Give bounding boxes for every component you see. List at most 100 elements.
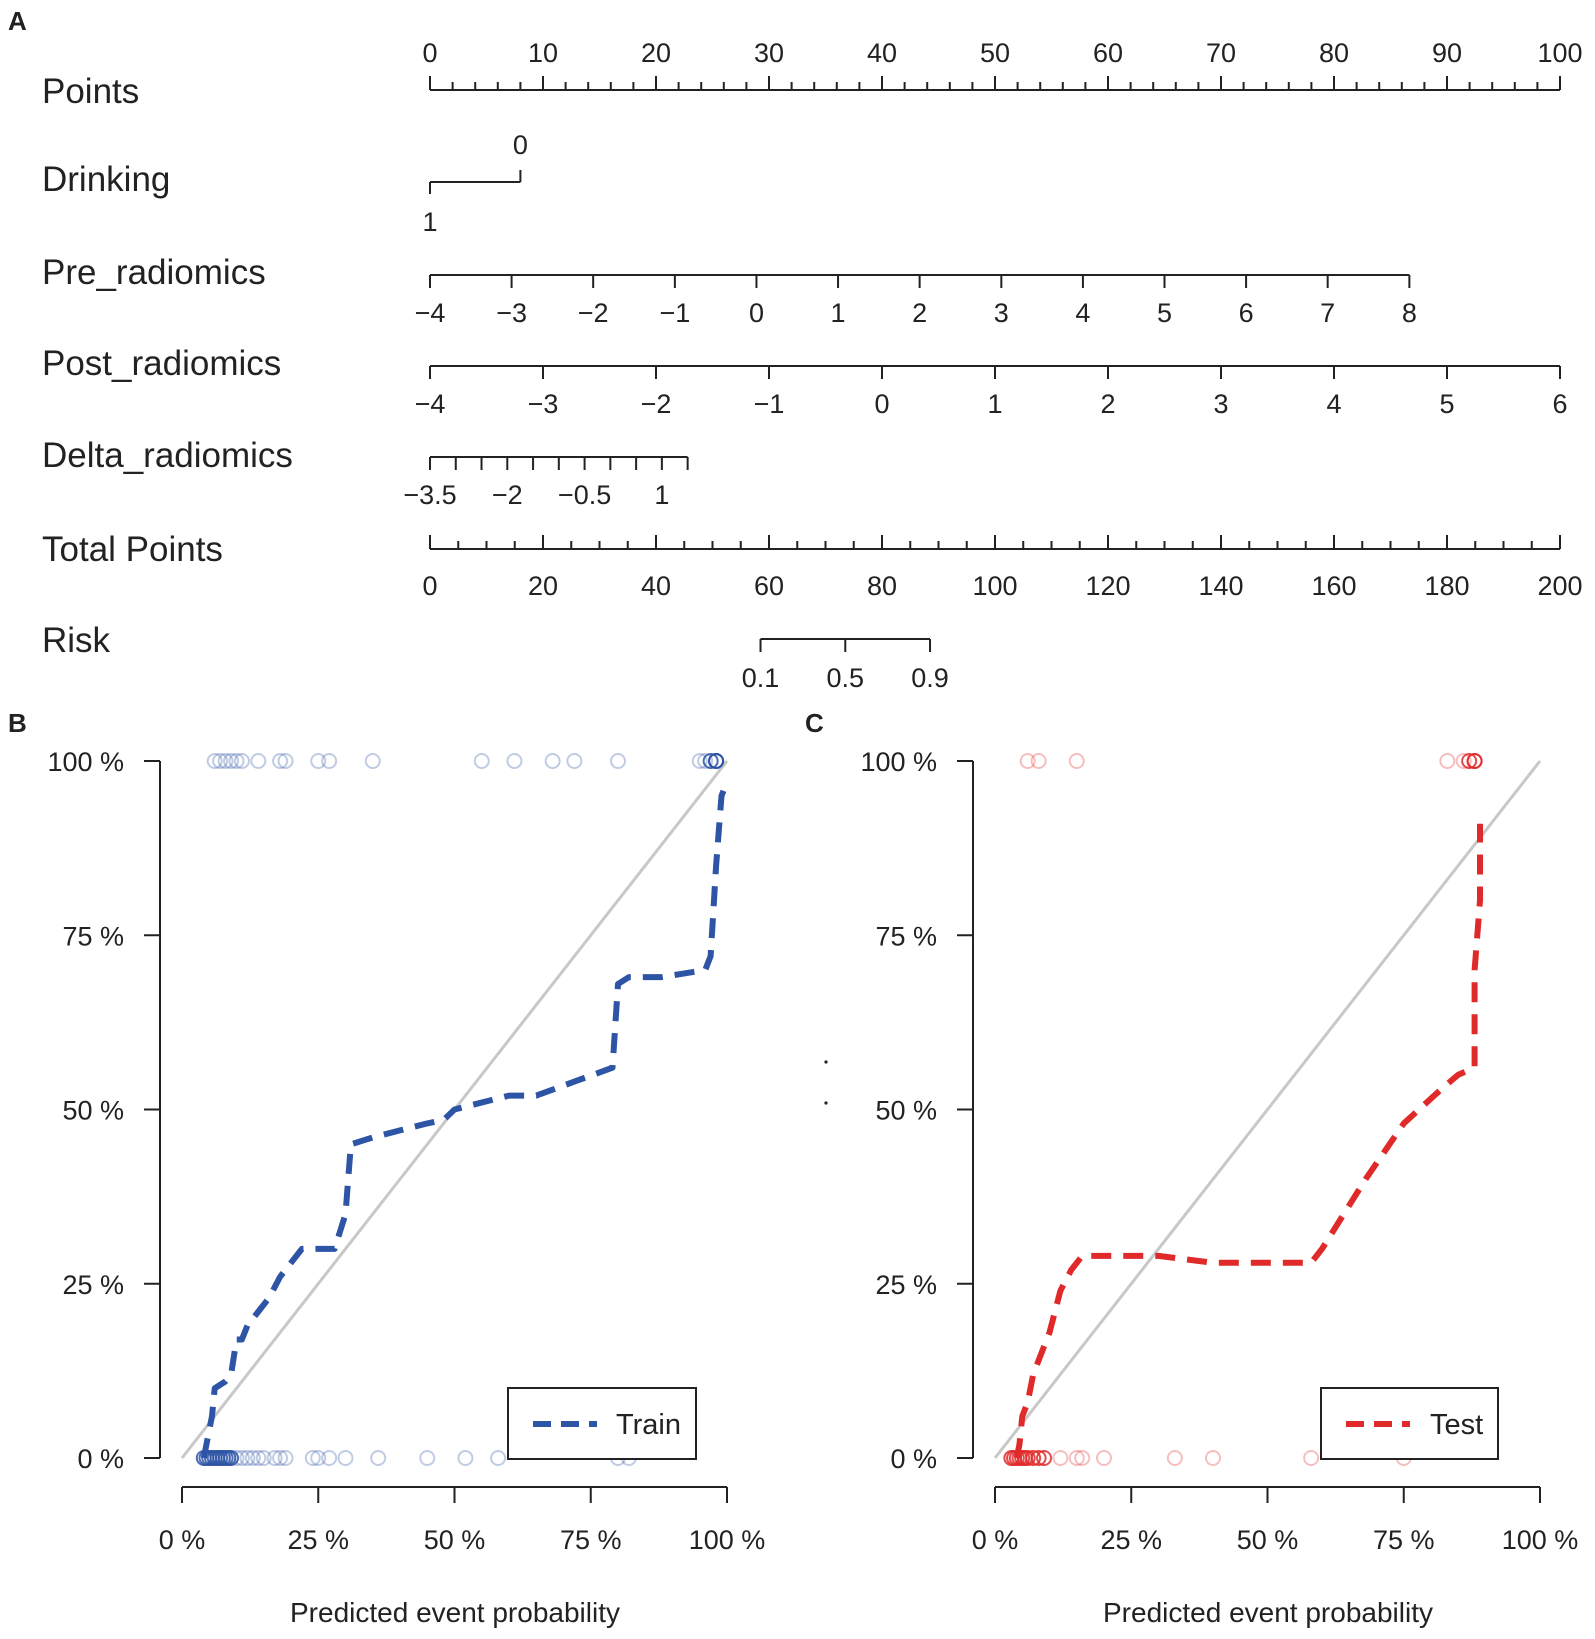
pre-radiomics-tick-label: 4 — [1075, 298, 1090, 328]
total-points-tick-label: 120 — [1085, 571, 1130, 601]
event-marker-b — [277, 753, 294, 769]
post-radiomics-tick-label: 3 — [1213, 389, 1228, 419]
risk-tick-label: 0.9 — [911, 663, 949, 693]
event-marker-b — [490, 1450, 507, 1466]
points-tick-label: 20 — [641, 38, 671, 68]
drinking-level-label: 1 — [422, 207, 437, 237]
event-marker-b — [566, 753, 583, 769]
event-marker-b — [544, 753, 561, 769]
event-marker-c — [1205, 1450, 1221, 1466]
event-marker-b — [370, 1450, 387, 1466]
pre-radiomics-tick-label: 3 — [994, 298, 1009, 328]
risk-tick-label: 0.5 — [827, 663, 865, 693]
event-marker-c — [1068, 753, 1085, 769]
event-marker-c — [1030, 753, 1047, 769]
event-marker-c — [1166, 1450, 1183, 1466]
points-tick-label: 90 — [1432, 38, 1462, 68]
y-tick-label-b: 75 % — [62, 921, 124, 951]
event-marker-b — [419, 1450, 436, 1466]
pre-radiomics-tick-label: −3 — [496, 298, 527, 328]
calibration-plot-train: 0 % 25 % 50 % 75 % 100 % 0 % 25 % 50 % 75 % 100 % — [47, 747, 765, 1555]
event-marker-b — [223, 1450, 240, 1466]
pre-radiomics-tick-label: 7 — [1320, 298, 1335, 328]
event-marker-b — [506, 753, 523, 769]
x-tick-label-b: 100 % — [689, 1525, 766, 1555]
event-marker-b — [691, 753, 708, 769]
row-label-delta-radiomics: Delta_radiomics — [42, 436, 293, 475]
post-radiomics-tick-label: −4 — [415, 389, 446, 419]
event-marker-b — [239, 1450, 256, 1466]
y-tick-label-b: 50 % — [62, 1096, 124, 1126]
event-marker-b — [233, 1450, 250, 1466]
row-label-points: Points — [42, 72, 139, 111]
x-tick-label-b: 50 % — [424, 1525, 486, 1555]
event-marker-c — [1461, 753, 1478, 769]
event-marker-c — [1036, 1450, 1053, 1466]
pre-radiomics-tick-label: 2 — [912, 298, 927, 328]
delta-radiomics-tick-label: −0.5 — [558, 480, 611, 510]
x-axis-title-test: Predicted event probability — [1103, 1597, 1433, 1628]
post-radiomics-tick-label: −2 — [641, 389, 672, 419]
post-radiomics-tick-label: 6 — [1552, 389, 1567, 419]
reference-line-c — [993, 760, 1542, 1459]
stray-dot — [824, 1101, 828, 1105]
total-points-tick-label: 0 — [422, 571, 437, 601]
event-marker-b — [321, 1450, 338, 1466]
stray-dot — [824, 1060, 828, 1064]
legend-test-label: Test — [1430, 1409, 1483, 1441]
event-marker-c — [1052, 1450, 1069, 1466]
y-tick-label-c: 100 % — [860, 747, 937, 777]
y-tick-label-c: 50 % — [875, 1096, 937, 1126]
y-tick-label-c: 75 % — [875, 921, 937, 951]
event-marker-b — [310, 753, 327, 769]
y-tick-label-c: 0 % — [890, 1444, 937, 1474]
event-marker-c — [1096, 1450, 1112, 1466]
event-marker-b — [321, 753, 338, 769]
calibration-curve-b — [200, 780, 730, 1459]
total-points-tick-label: 40 — [641, 571, 671, 601]
event-marker-b — [277, 1450, 294, 1466]
points-tick-label: 30 — [754, 38, 784, 68]
event-marker-b — [272, 753, 289, 769]
event-marker-b — [337, 1450, 354, 1466]
event-marker-b — [473, 753, 490, 769]
event-marker-c — [1025, 1450, 1042, 1466]
row-label-pre-radiomics: Pre_radiomics — [42, 253, 266, 292]
pre-radiomics-tick-label: 1 — [831, 298, 846, 328]
calibration-curve-c — [1013, 823, 1483, 1459]
points-tick-label: 70 — [1206, 38, 1236, 68]
event-marker-c — [1466, 753, 1483, 769]
event-marker-b — [272, 1450, 289, 1466]
event-marker-b — [206, 753, 223, 769]
points-tick-label: 60 — [1093, 38, 1123, 68]
pre-radiomics-tick-label: −2 — [578, 298, 609, 328]
risk-tick-label: 0.1 — [742, 663, 780, 693]
panel-label-b: B — [8, 708, 27, 738]
event-marker-b — [310, 1450, 327, 1466]
event-marker-b — [364, 753, 381, 769]
total-points-tick-label: 20 — [528, 571, 558, 601]
x-tick-label-b: 0 % — [159, 1525, 206, 1555]
pre-radiomics-tick-label: 6 — [1239, 298, 1254, 328]
points-tick-label: 40 — [867, 38, 897, 68]
x-tick-label-c: 100 % — [1502, 1525, 1579, 1555]
event-marker-c — [1019, 1450, 1036, 1466]
y-tick-label-b: 100 % — [47, 747, 124, 777]
event-marker-b — [697, 753, 714, 769]
event-marker-c — [1303, 1450, 1320, 1466]
post-radiomics-tick-label: 5 — [1439, 389, 1454, 419]
x-tick-label-c: 0 % — [972, 1525, 1019, 1555]
y-tick-label-b: 0 % — [77, 1444, 124, 1474]
panel-label-a: A — [8, 6, 27, 36]
pre-radiomics-tick-label: 0 — [749, 298, 764, 328]
points-tick-label: 10 — [528, 38, 558, 68]
legend-test: Test — [1320, 1387, 1499, 1460]
post-radiomics-tick-label: 1 — [987, 389, 1002, 419]
points-tick-label: 80 — [1319, 38, 1349, 68]
row-label-drinking: Drinking — [42, 160, 170, 199]
event-marker-b — [217, 753, 234, 769]
event-marker-b — [250, 1450, 267, 1466]
event-marker-b — [304, 1450, 321, 1466]
event-marker-c — [1030, 1450, 1047, 1466]
